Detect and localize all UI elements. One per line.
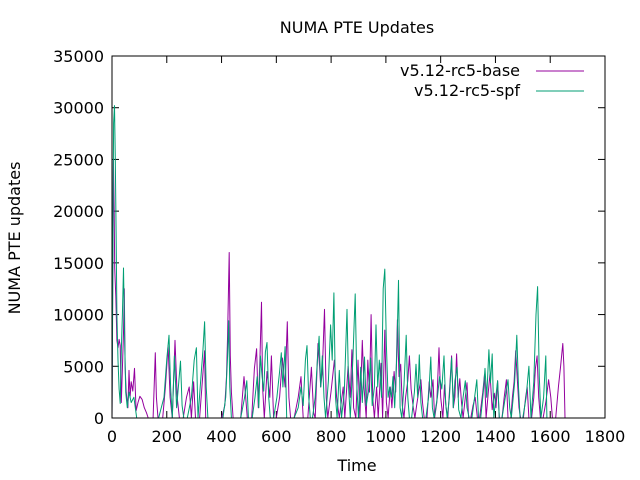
x-tick-label: 400	[206, 427, 237, 446]
series-layer	[111, 105, 566, 419]
x-tick-label: 1000	[366, 427, 407, 446]
y-tick-label: 0	[94, 409, 104, 428]
x-tick-label: 1800	[585, 427, 626, 446]
y-axis-ticks: 0 5000 10000 15000 20000 25000 30000 35000	[53, 47, 605, 428]
x-tick-label: 600	[261, 427, 292, 446]
x-tick-label: 1600	[530, 427, 571, 446]
y-tick-label: 15000	[53, 254, 104, 273]
y-tick-label: 35000	[53, 47, 104, 66]
x-tick-label: 0	[107, 427, 117, 446]
x-tick-label: 800	[316, 427, 347, 446]
x-axis-ticks: 0 200 400 600 800 1000 1200 1400 1600 1800	[107, 56, 625, 446]
chart-title: NUMA PTE Updates	[280, 18, 434, 37]
series-line-1	[111, 105, 551, 419]
legend-label: v5.12-rc5-base	[400, 61, 520, 80]
plot-frame	[111, 55, 606, 419]
y-tick-label: 25000	[53, 150, 104, 169]
x-tick-label: 1400	[475, 427, 516, 446]
y-tick-label: 10000	[53, 306, 104, 325]
y-tick-label: 30000	[53, 99, 104, 118]
series-line-0	[111, 158, 566, 419]
x-tick-label: 200	[152, 427, 183, 446]
x-axis-label: Time	[336, 456, 376, 475]
legend-label: v5.12-rc5-spf	[414, 81, 520, 100]
y-tick-label: 20000	[53, 202, 104, 221]
y-tick-label: 5000	[63, 357, 104, 376]
x-tick-label: 1200	[420, 427, 461, 446]
y-axis-label: NUMA PTE updates	[5, 162, 24, 315]
